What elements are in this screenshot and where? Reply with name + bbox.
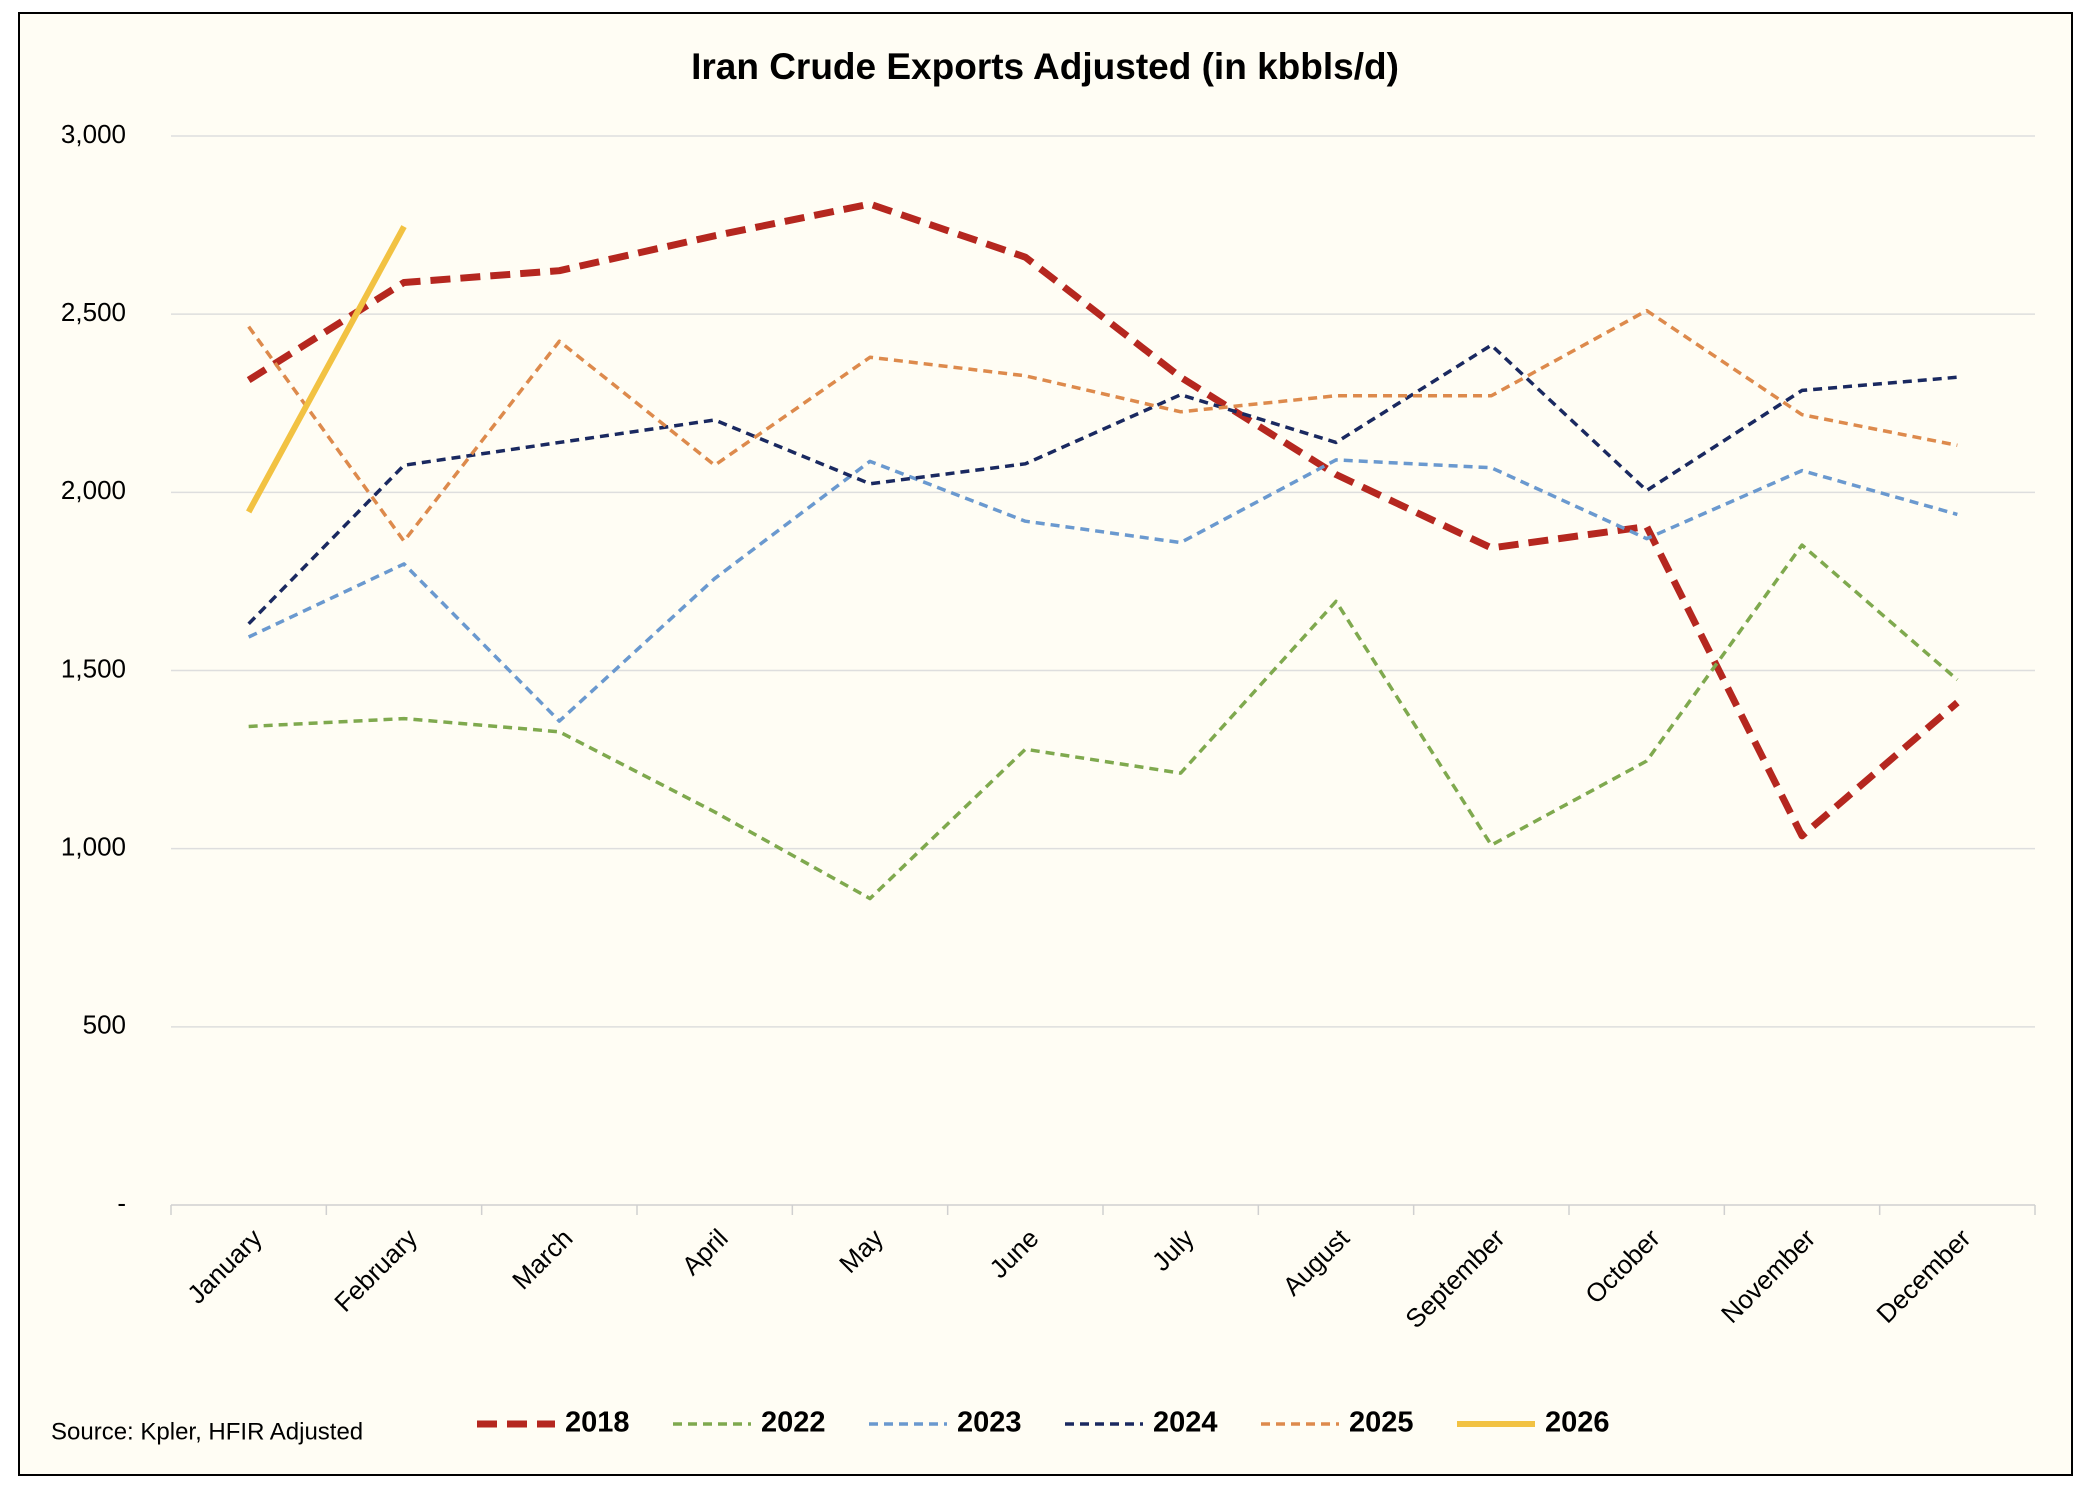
y-tick-label: 1,000 (61, 832, 126, 862)
series-line (247, 308, 1958, 543)
y-tick-label: 3,000 (61, 119, 126, 149)
series-line (246, 200, 1960, 840)
legend-text: 2018 (565, 1407, 630, 1439)
y-tick-label: - (117, 1188, 126, 1218)
y-tick-label: 2,500 (61, 297, 126, 327)
series-line (247, 458, 1958, 723)
legend-text: 2026 (1545, 1407, 1610, 1439)
chart-frame (18, 12, 2073, 1476)
legend-text: 2024 (1153, 1407, 1218, 1439)
y-tick-label: 500 (83, 1010, 126, 1040)
legend-text: 2023 (957, 1407, 1022, 1439)
y-tick-label: 1,500 (61, 653, 126, 683)
legend-text: 2025 (1349, 1407, 1414, 1439)
series-line (248, 543, 1959, 901)
source-note: Source: Kpler, HFIR Adjusted (51, 1418, 363, 1445)
y-tick-label: 2,000 (61, 475, 126, 505)
chart-title: Iran Crude Exports Adjusted (in kbbls/d) (691, 46, 1399, 87)
legend-text: 2022 (761, 1407, 826, 1439)
series-line (247, 343, 1958, 626)
series-line (246, 225, 407, 514)
